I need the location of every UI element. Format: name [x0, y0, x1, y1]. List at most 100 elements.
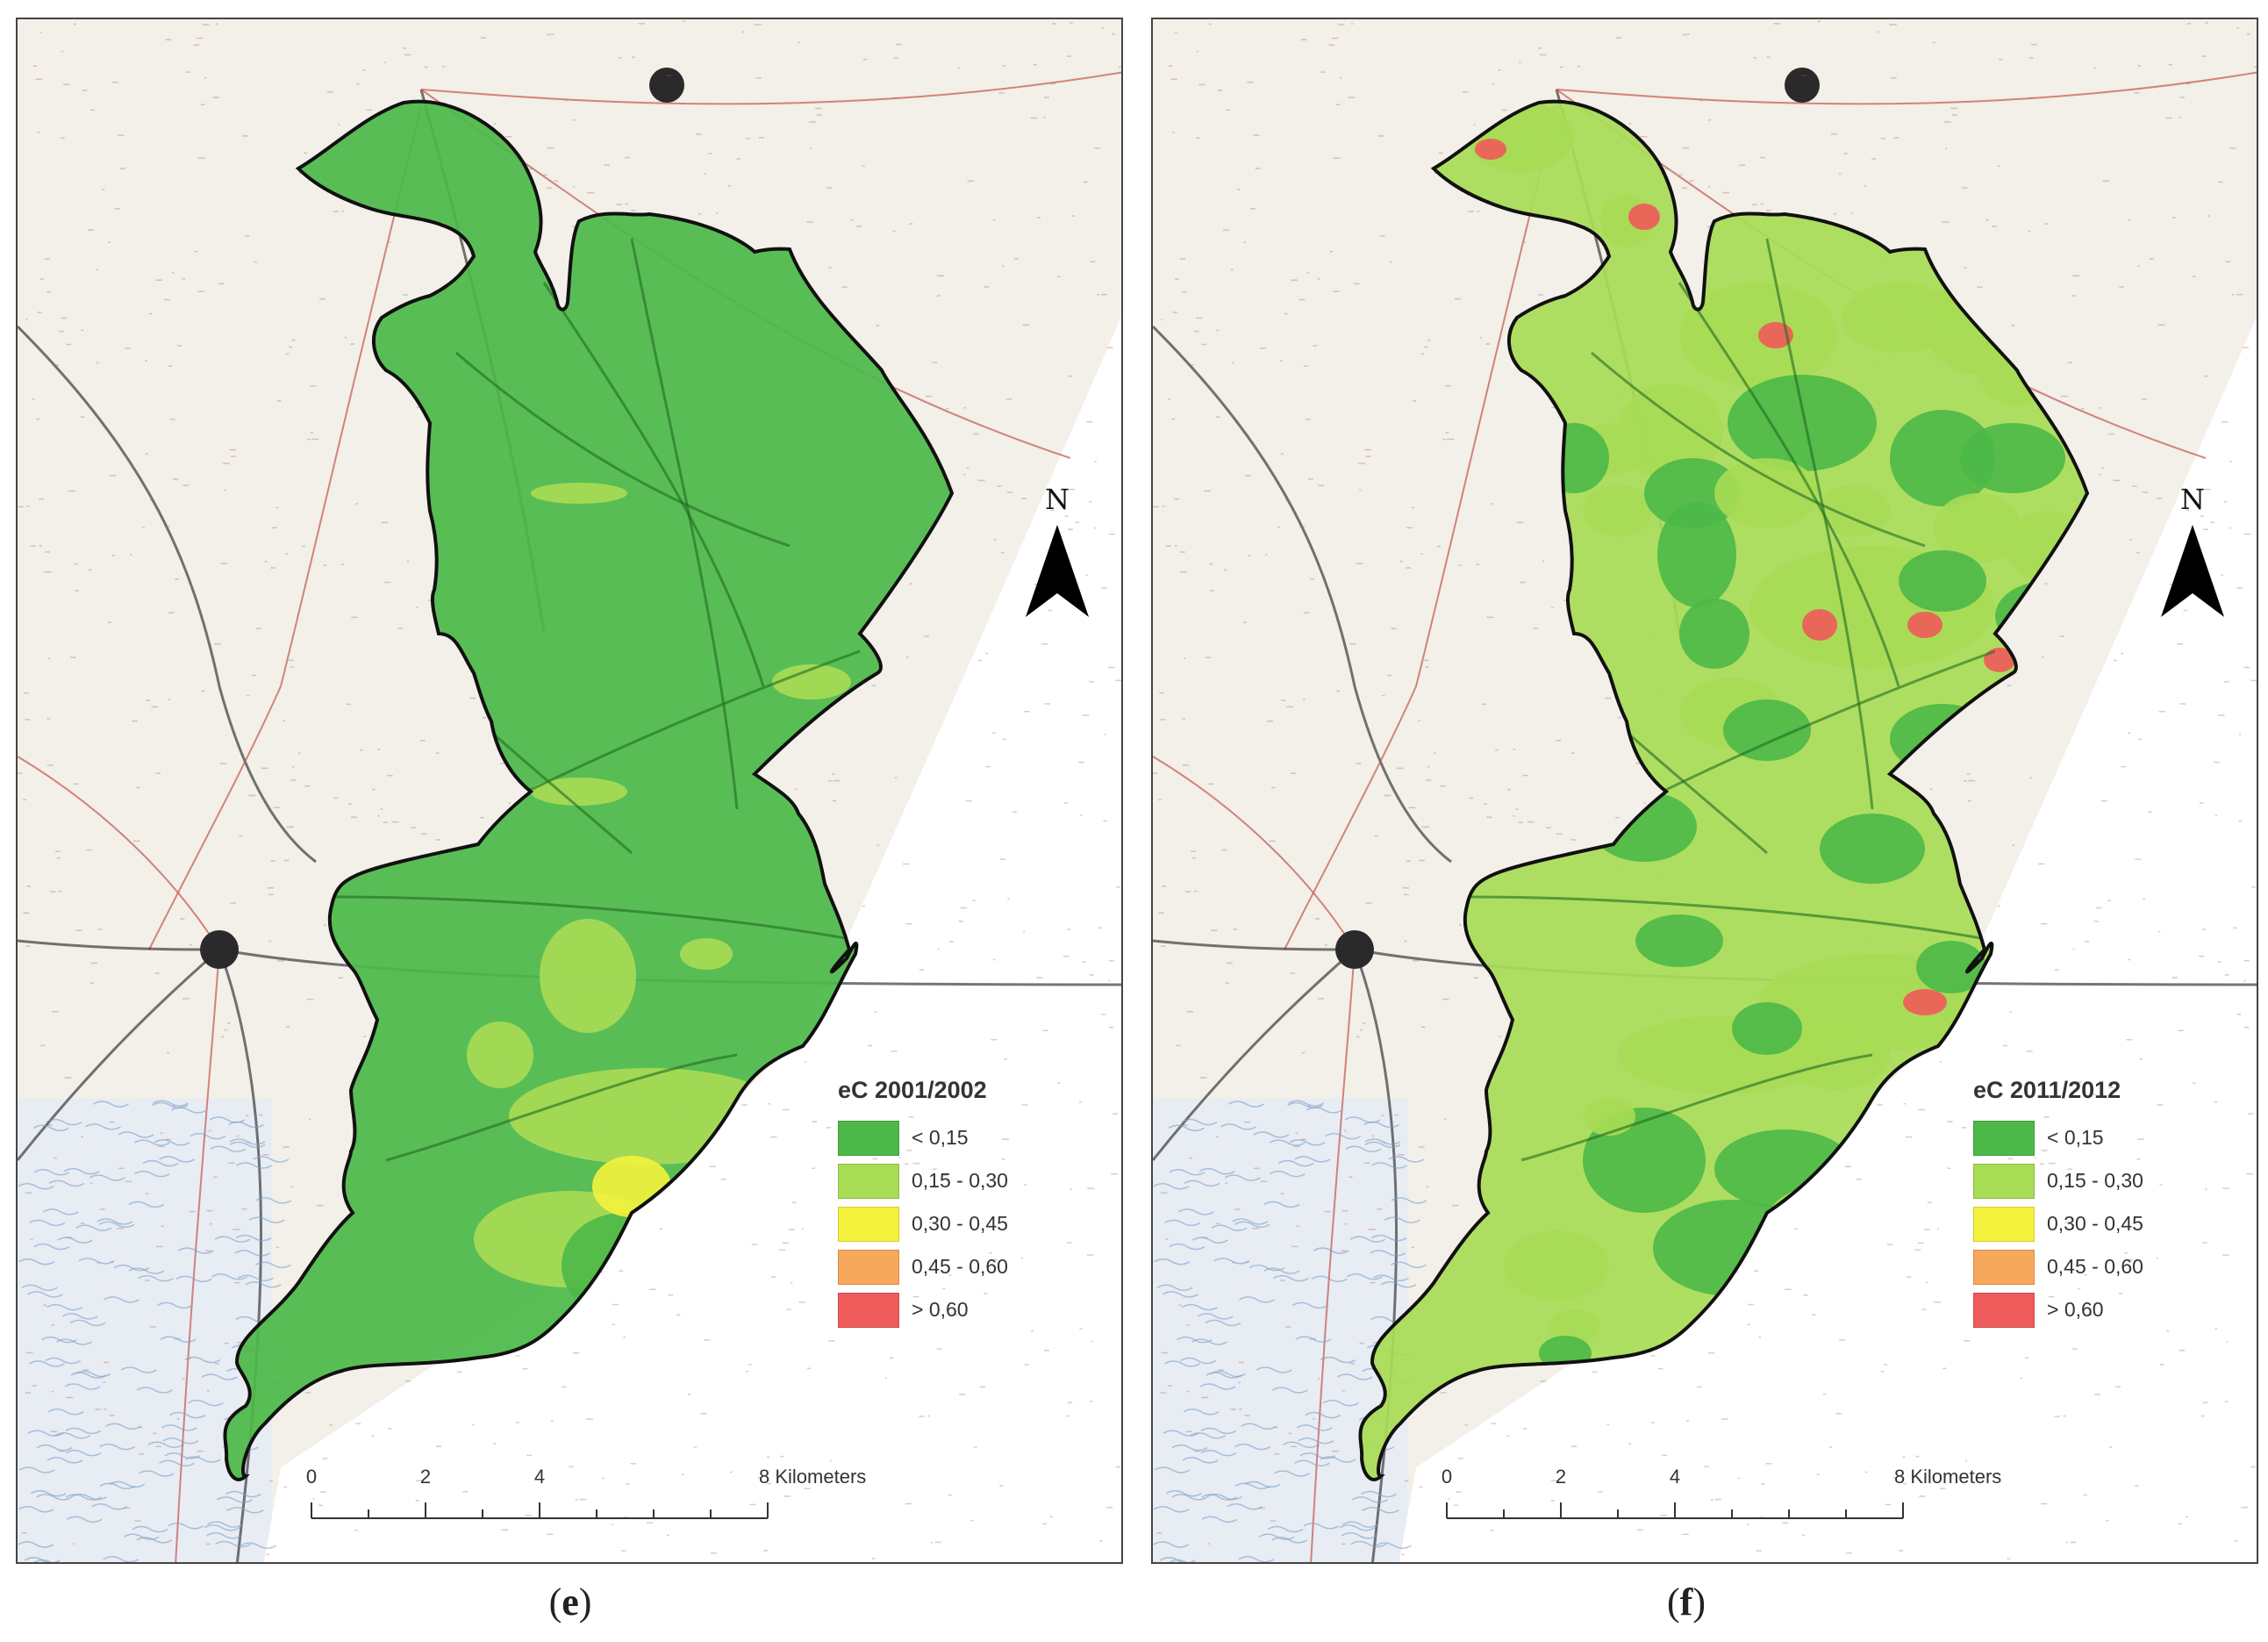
basemap-texture [2202, 929, 2207, 930]
basemap-texture [424, 66, 428, 68]
basemap-texture [2101, 467, 2105, 469]
basemap-texture [626, 1483, 630, 1485]
basemap-texture [1527, 821, 1535, 823]
road-overlay [1520, 1053, 1873, 1162]
legend-label: 0,45 - 0,60 [912, 1255, 1008, 1278]
basemap-texture [902, 863, 910, 865]
basemap-texture [2039, 1163, 2044, 1165]
basemap-texture [75, 590, 80, 592]
water-texture [1294, 1459, 1331, 1466]
basemap-texture [1320, 71, 1326, 73]
basemap-texture [383, 61, 386, 63]
class-patch [467, 1022, 533, 1088]
basemap-texture [2224, 501, 2228, 503]
basemap-texture [1269, 840, 1276, 843]
basemap-texture [1023, 711, 1031, 713]
basemap-texture [1420, 1026, 1426, 1028]
basemap-texture [1492, 82, 1495, 85]
water-texture [1239, 1296, 1275, 1303]
basemap-texture [2016, 1091, 2020, 1093]
basemap-texture [892, 230, 896, 233]
basemap-texture [1498, 69, 1501, 71]
water-texture [255, 1197, 292, 1204]
basemap-texture [2229, 461, 2232, 462]
legend-label: < 0,15 [912, 1126, 969, 1149]
basemap-texture [2094, 1394, 2101, 1395]
basemap-texture [2213, 761, 2220, 764]
basemap-texture [2141, 398, 2147, 400]
basemap-texture [1964, 780, 1967, 782]
basemap-texture [1381, 1115, 1384, 1116]
basemap-texture [1210, 590, 1215, 592]
basemap-texture [228, 1162, 235, 1165]
basemap-texture [1571, 752, 1575, 754]
basemap-texture [2067, 362, 2072, 364]
basemap-texture [1761, 1483, 1765, 1485]
basemap-texture [2226, 1340, 2229, 1343]
basemap-texture [155, 279, 162, 281]
water-texture [1197, 1313, 1234, 1320]
basemap-texture [1103, 820, 1107, 822]
basemap-texture [1089, 1401, 1093, 1402]
basemap-texture [1439, 152, 1443, 154]
basemap-texture [1850, 212, 1854, 214]
basemap-texture [1394, 1114, 1399, 1116]
class-patch [1723, 699, 1811, 761]
basemap-texture [1176, 1044, 1181, 1047]
basemap-texture [1244, 1415, 1250, 1416]
basemap-texture [1112, 1113, 1119, 1115]
basemap-texture [1239, 1408, 1242, 1410]
basemap-texture [1354, 283, 1360, 285]
basemap-texture [2236, 27, 2240, 29]
basemap-texture [1332, 1450, 1339, 1452]
basemap-texture [220, 563, 228, 564]
basemap-texture [247, 694, 250, 697]
basemap-texture [1427, 339, 1431, 341]
water-texture [41, 1336, 77, 1344]
basemap-texture [1108, 533, 1116, 535]
basemap-texture [930, 1541, 934, 1544]
water-texture [1159, 1557, 1196, 1562]
basemap-texture [1426, 1186, 1429, 1187]
basemap-texture [969, 1266, 972, 1268]
basemap-texture [2031, 43, 2037, 46]
water-texture [1336, 1373, 1373, 1380]
basemap-texture [1424, 659, 1429, 662]
water-texture [142, 1159, 179, 1167]
water-texture [1373, 1274, 1409, 1282]
basemap-texture [871, 685, 876, 686]
basemap-texture [1418, 1146, 1425, 1148]
water-texture [136, 1387, 173, 1394]
water-texture [47, 1303, 82, 1311]
basemap-texture [2149, 258, 2154, 260]
basemap-texture [2124, 1252, 2128, 1254]
caption-open-paren: ( [548, 1581, 562, 1624]
water-texture [132, 1525, 168, 1533]
basemap-texture [1218, 1369, 1224, 1371]
water-texture [234, 1250, 271, 1257]
basemap-texture [2070, 1541, 2077, 1544]
basemap-texture [1563, 599, 1568, 601]
basemap-texture [934, 1541, 941, 1544]
basemap-texture [230, 902, 237, 904]
water-texture [46, 1118, 82, 1126]
basemap-texture [1942, 1367, 1947, 1370]
basemap-texture [1191, 857, 1196, 859]
water-texture [1347, 1273, 1383, 1280]
basemap-texture [37, 312, 42, 313]
water-texture [65, 1449, 102, 1457]
water-texture [21, 1284, 58, 1292]
basemap-texture [830, 1459, 833, 1462]
basemap-texture [1024, 1364, 1029, 1366]
basemap-texture [1893, 24, 1897, 25]
basemap-texture [1892, 1476, 1896, 1479]
basemap-texture [2078, 1174, 2084, 1177]
basemap-texture [1002, 65, 1006, 67]
basemap-texture [267, 887, 274, 889]
basemap-texture [204, 76, 207, 79]
basemap-texture [1324, 1210, 1331, 1213]
basemap-texture [39, 498, 44, 500]
basemap-texture [745, 137, 750, 140]
basemap-texture [1230, 1409, 1236, 1410]
basemap-texture [1864, 185, 1866, 187]
